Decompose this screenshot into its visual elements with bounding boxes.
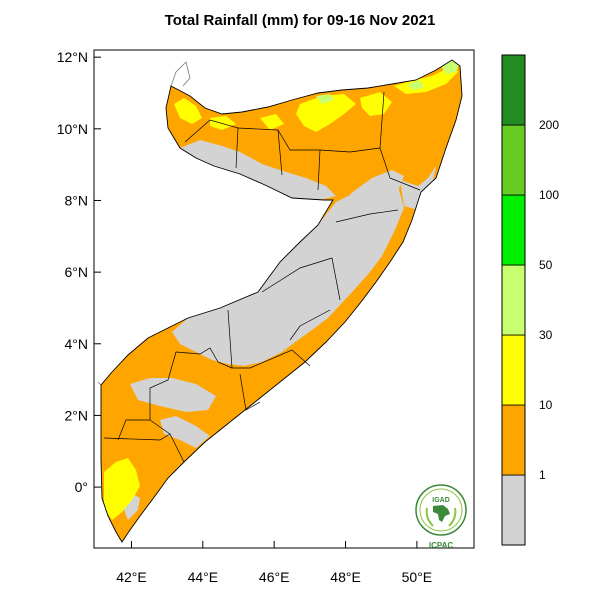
- logo-bottom-text: ICPAC: [429, 541, 454, 550]
- rain-class-10-30: [104, 64, 458, 520]
- colorbar-label: 100: [539, 188, 559, 202]
- colorbar-bin: [501, 124, 526, 196]
- colorbar-label: 1: [539, 468, 546, 482]
- latitude-axis: 12°N 10°N 8°N 6°N 4°N 2°N 0°: [57, 49, 101, 495]
- logo-top-text: IGAD: [432, 497, 450, 504]
- colorbar-bin: [501, 264, 526, 336]
- longitude-axis: 42°E 44°E 46°E 48°E 50°E: [116, 541, 432, 585]
- colorbar-bin: [501, 404, 526, 476]
- colorbar-label: 30: [539, 328, 553, 342]
- colorbar-label: 10: [539, 398, 553, 412]
- colorbar-label: 50: [539, 258, 553, 272]
- lat-tick-label: 12°N: [57, 49, 88, 65]
- lat-tick-label: 0°: [75, 479, 88, 495]
- lon-tick-label: 50°E: [402, 569, 433, 585]
- lon-tick-label: 42°E: [116, 569, 147, 585]
- lat-tick-label: 2°N: [65, 407, 89, 423]
- colorbar-bin: [501, 334, 526, 406]
- logo-africa-icon: [433, 505, 450, 522]
- logo-inner-ring: [419, 488, 463, 532]
- map-title: Total Rainfall (mm) for 09-16 Nov 2021: [165, 12, 436, 29]
- colorbar-bin: [501, 474, 526, 546]
- logo-laurel-right: [448, 507, 457, 527]
- neighbor-borders: [97, 61, 191, 386]
- colorbar-bin: [501, 194, 526, 266]
- icpac-logo: IGAD ICPAC: [415, 484, 467, 550]
- admin-boundaries: [103, 91, 421, 463]
- lon-tick-label: 46°E: [259, 569, 290, 585]
- colorbar-frame: [501, 54, 526, 546]
- lon-tick-label: 44°E: [188, 569, 219, 585]
- logo-laurel-left: [425, 507, 434, 527]
- lat-tick-label: 6°N: [65, 264, 89, 280]
- lat-tick-label: 4°N: [65, 336, 89, 352]
- colorbar-label: 200: [539, 118, 559, 132]
- colorbar-bin: [501, 54, 526, 126]
- lat-tick-label: 8°N: [65, 192, 89, 208]
- lat-tick-label: 10°N: [57, 121, 88, 137]
- lon-tick-label: 48°E: [330, 569, 361, 585]
- rainfall-colorbar: 1 10 30 50 100 200: [501, 54, 559, 546]
